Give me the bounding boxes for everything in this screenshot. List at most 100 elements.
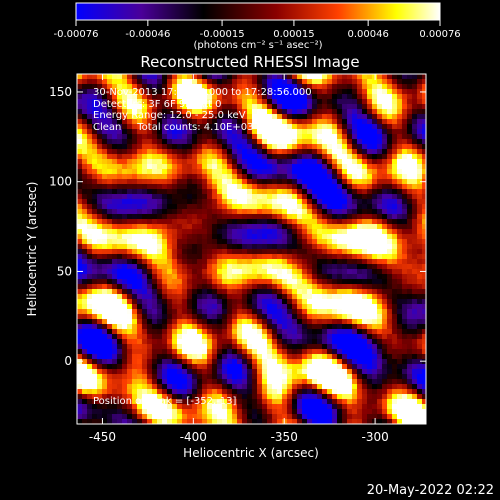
heatmap-cell: [317, 239, 323, 245]
heatmap-cell: [217, 84, 223, 90]
heatmap-cell: [82, 194, 88, 200]
heatmap-cell: [362, 209, 368, 215]
heatmap-cell: [87, 284, 93, 290]
heatmap-cell: [417, 289, 423, 295]
heatmap-cell: [322, 194, 328, 200]
heatmap-cell: [197, 154, 203, 160]
heatmap-cell: [92, 84, 98, 90]
heatmap-cell: [92, 259, 98, 265]
heatmap-cell: [177, 199, 183, 205]
heatmap-cell: [382, 329, 388, 335]
heatmap-cell: [422, 264, 426, 270]
heatmap-cell: [162, 189, 168, 195]
heatmap-cell: [242, 254, 248, 260]
heatmap-cell: [287, 104, 293, 110]
heatmap-cell: [147, 259, 153, 265]
heatmap-cell: [227, 384, 233, 390]
heatmap-cell: [382, 144, 388, 150]
heatmap-cell: [117, 74, 123, 80]
heatmap-cell: [112, 109, 118, 115]
heatmap-cell: [292, 144, 298, 150]
heatmap-cell: [187, 189, 193, 195]
heatmap-cell: [142, 419, 148, 424]
heatmap-cell: [207, 199, 213, 205]
heatmap-cell: [217, 114, 223, 120]
heatmap-cell: [317, 219, 323, 225]
heatmap-cell: [112, 279, 118, 285]
heatmap-cell: [157, 244, 163, 250]
heatmap-cell: [392, 104, 398, 110]
heatmap-cell: [387, 294, 393, 300]
heatmap-cell: [322, 94, 328, 100]
heatmap-cell: [192, 384, 198, 390]
heatmap-cell: [367, 184, 373, 190]
heatmap-cell: [162, 294, 168, 300]
heatmap-cell: [377, 159, 383, 165]
heatmap-cell: [362, 194, 368, 200]
heatmap-cell: [357, 244, 363, 250]
heatmap-cell: [417, 219, 423, 225]
heatmap-cell: [302, 179, 308, 185]
heatmap-cell: [77, 309, 83, 315]
plot-frame: [76, 73, 427, 425]
heatmap-cell: [342, 219, 348, 225]
heatmap-cell: [147, 214, 153, 220]
heatmap-cell: [237, 414, 243, 420]
heatmap-cell: [327, 254, 333, 260]
heatmap-cell: [272, 99, 278, 105]
heatmap-cell: [327, 419, 333, 424]
heatmap-cell: [162, 304, 168, 310]
heatmap-cell: [117, 149, 123, 155]
heatmap-cell: [332, 374, 338, 380]
heatmap-cell: [352, 369, 358, 375]
heatmap-cell: [277, 239, 283, 245]
heatmap-cell: [87, 74, 93, 80]
heatmap-cell: [217, 199, 223, 205]
heatmap-cell: [207, 399, 213, 405]
heatmap-cell: [272, 109, 278, 115]
heatmap-cell: [102, 324, 108, 330]
heatmap-cell: [232, 184, 238, 190]
heatmap-cell: [247, 174, 253, 180]
heatmap-cell: [247, 134, 253, 140]
heatmap-cell: [182, 319, 188, 325]
heatmap-cell: [77, 274, 83, 280]
heatmap-cell: [192, 414, 198, 420]
heatmap-cell: [157, 414, 163, 420]
heatmap-cell: [247, 129, 253, 135]
heatmap-cell: [102, 319, 108, 325]
heatmap-cell: [92, 404, 98, 410]
heatmap-cell: [317, 164, 323, 170]
heatmap-cell: [197, 359, 203, 365]
heatmap-cell: [327, 259, 333, 265]
heatmap-cell: [292, 279, 298, 285]
heatmap-cell: [157, 159, 163, 165]
heatmap-cell: [417, 304, 423, 310]
heatmap-cell: [332, 194, 338, 200]
heatmap-cell: [237, 279, 243, 285]
heatmap-cell: [342, 199, 348, 205]
heatmap-cell: [222, 224, 228, 230]
heatmap-cell: [247, 349, 253, 355]
colorbar-tick-label: -0.00076: [54, 29, 99, 40]
heatmap-cell: [127, 214, 133, 220]
heatmap-cell: [297, 374, 303, 380]
heatmap-cell: [212, 94, 218, 100]
heatmap-cell: [282, 144, 288, 150]
heatmap-cell: [277, 319, 283, 325]
heatmap-cell: [232, 259, 238, 265]
heatmap-cell: [267, 109, 273, 115]
heatmap-cell: [207, 324, 213, 330]
heatmap-cell: [112, 149, 118, 155]
heatmap-cell: [412, 284, 418, 290]
heatmap-cell: [197, 259, 203, 265]
heatmap-cell: [182, 124, 188, 130]
heatmap-cell: [172, 259, 178, 265]
heatmap-cell: [352, 184, 358, 190]
heatmap-cell: [142, 314, 148, 320]
heatmap-cell: [277, 384, 283, 390]
heatmap-cell: [292, 344, 298, 350]
heatmap-cell: [402, 394, 408, 400]
heatmap-cell: [277, 209, 283, 215]
heatmap-cell: [277, 164, 283, 170]
